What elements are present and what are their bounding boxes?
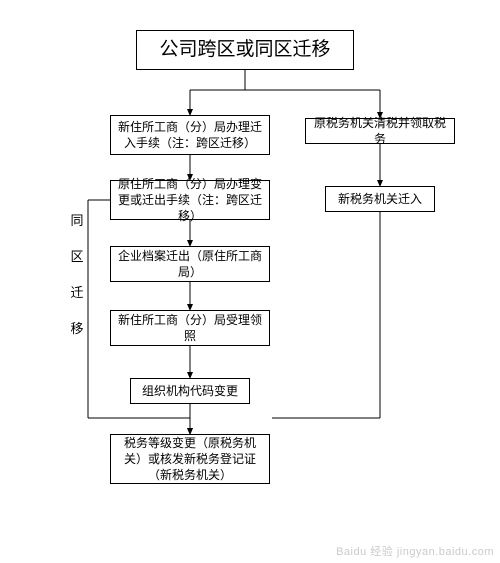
- watermark-label: Baidu 经验 jingyan.baidu.com: [336, 546, 494, 558]
- node-left2: 原住所工商（分）局办理变更或迁出手续（注：跨区迁移）: [110, 180, 270, 220]
- watermark-text: Baidu 经验 jingyan.baidu.com: [336, 543, 494, 559]
- node-left3: 企业档案迁出（原住所工商局）: [110, 246, 270, 282]
- side-label-char-0-text: 同: [70, 213, 83, 228]
- node-final-text: 税务等级变更（原税务机关）或核发新税务登记证（新税务机关）: [117, 435, 263, 484]
- node-left5: 组织机构代码变更: [130, 378, 250, 404]
- node-right2-text: 新税务机关迁入: [338, 191, 422, 207]
- side-label-char-2-text: 迁: [70, 285, 83, 300]
- side-label-char-1-text: 区: [70, 249, 83, 264]
- side-label-char-1: 区: [70, 246, 84, 265]
- flowchart-title-node: 公司跨区或同区迁移: [136, 30, 354, 70]
- node-left1-text: 新住所工商（分）局办理迁入手续（注：跨区迁移）: [117, 119, 263, 151]
- side-label-char-3: 移: [70, 318, 84, 337]
- node-left4: 新住所工商（分）局受理领照: [110, 310, 270, 346]
- node-left4-text: 新住所工商（分）局受理领照: [117, 312, 263, 344]
- node-left2-text: 原住所工商（分）局办理变更或迁出手续（注：跨区迁移）: [117, 176, 263, 225]
- node-left5-text: 组织机构代码变更: [142, 383, 238, 399]
- flowchart-title-text: 公司跨区或同区迁移: [159, 37, 330, 63]
- side-label-char-2: 迁: [70, 282, 84, 301]
- side-label-char-0: 同: [70, 210, 84, 229]
- node-right1: 原税务机关清税并领取税务: [305, 118, 455, 144]
- node-final: 税务等级变更（原税务机关）或核发新税务登记证（新税务机关）: [110, 434, 270, 484]
- node-left1: 新住所工商（分）局办理迁入手续（注：跨区迁移）: [110, 115, 270, 155]
- side-label-char-3-text: 移: [70, 321, 83, 336]
- node-right2: 新税务机关迁入: [325, 186, 435, 212]
- node-left3-text: 企业档案迁出（原住所工商局）: [117, 248, 263, 280]
- node-right1-text: 原税务机关清税并领取税务: [312, 115, 448, 147]
